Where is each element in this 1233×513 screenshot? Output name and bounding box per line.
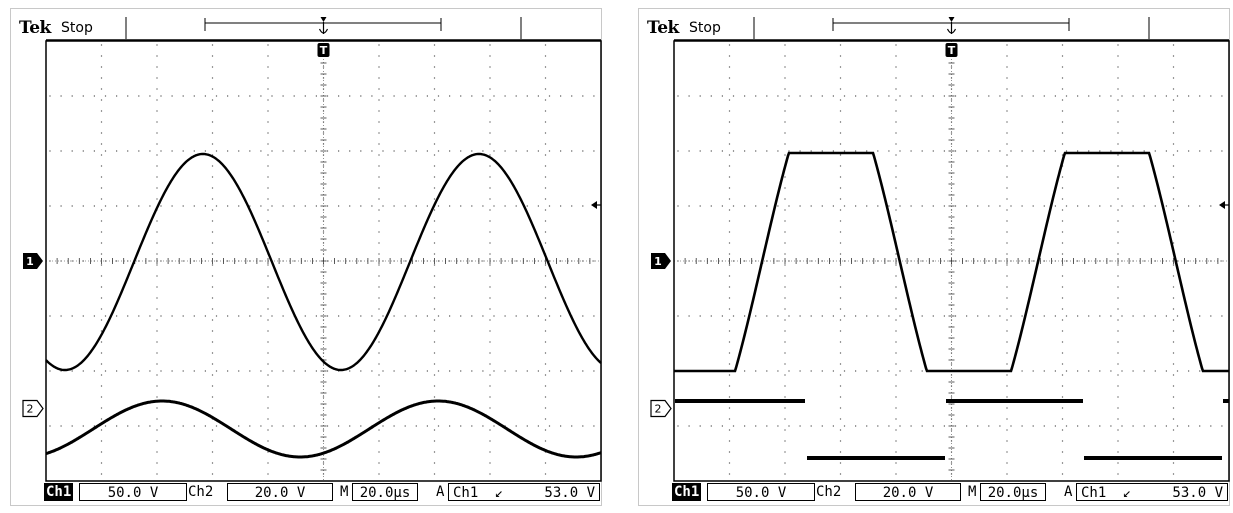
trigger-label: A xyxy=(1064,484,1073,500)
scope-screen-left: T 1 2 Tek Stop Ch1 50.0 V Ch2 20.0 V M 20.… xyxy=(10,8,602,506)
ch1-ground-marker: 1 xyxy=(23,253,43,269)
graticule-frame xyxy=(673,40,1230,482)
ch1-scale: 50.0 V xyxy=(79,483,187,501)
ch1-ground-marker: 1 xyxy=(651,253,671,269)
trigger-position-icon xyxy=(946,17,957,34)
trigger-marker-text: T xyxy=(320,44,328,57)
timebase-scale: 20.0µs xyxy=(352,483,418,501)
graticule-frame xyxy=(45,40,602,482)
timebase-label: M xyxy=(968,484,977,500)
graticule-grid xyxy=(673,40,1229,482)
trigger-level: 53.0 V xyxy=(544,485,595,501)
ch1-label: Ch1 xyxy=(672,483,702,501)
timebase-label: M xyxy=(340,484,349,500)
trigger-label: A xyxy=(436,484,445,500)
ch2-ground-marker: 2 xyxy=(22,399,44,418)
trigger-marker-icon: T xyxy=(945,43,958,57)
brand-label: Tek xyxy=(647,18,679,38)
trigger-source: Ch1 xyxy=(1081,485,1107,501)
graticule-grid xyxy=(45,40,601,482)
graticule: T 1 2 xyxy=(650,17,1230,482)
trigger-level-arrow-icon xyxy=(591,201,601,209)
ch2-waveform xyxy=(675,399,1229,460)
scope-screen-right: T 1 2 Tek Stop Ch1 50.0 V Ch2 20.0 V M 20.… xyxy=(638,8,1230,506)
trigger-readout: Ch1 ↙ 53.0 V xyxy=(1076,483,1228,501)
falling-edge-icon: ↙ xyxy=(494,485,504,501)
trigger-marker-icon: T xyxy=(317,43,330,57)
trigger-level: 53.0 V xyxy=(1172,485,1223,501)
ch2-scale: 20.0 V xyxy=(855,483,961,501)
acquisition-state: Stop xyxy=(689,20,721,36)
ch1-label: Ch1 xyxy=(44,483,74,501)
graticule: T 1 2 xyxy=(22,17,602,482)
ch1-scale: 50.0 V xyxy=(707,483,815,501)
ch1-marker-text: 1 xyxy=(654,255,662,268)
ch1-marker-text: 1 xyxy=(26,255,34,268)
trigger-level-arrow-icon xyxy=(1219,201,1229,209)
trigger-source: Ch1 xyxy=(453,485,479,501)
trigger-readout: Ch1 ↙ 53.0 V xyxy=(448,483,600,501)
status-bar: Ch1 50.0 V Ch2 20.0 V M 20.0µs A Ch1 ↙ 5… xyxy=(672,483,1228,501)
timebase-scale: 20.0µs xyxy=(980,483,1046,501)
ch2-marker-text: 2 xyxy=(655,403,662,416)
ch1-waveform xyxy=(45,152,602,372)
trigger-marker-text: T xyxy=(948,44,956,57)
brand-label: Tek xyxy=(19,18,51,38)
trigger-position-icon xyxy=(318,17,329,34)
ch2-label: Ch2 xyxy=(816,484,842,500)
ch2-marker-text: 2 xyxy=(27,403,34,416)
ch2-scale: 20.0 V xyxy=(227,483,333,501)
ch1-waveform xyxy=(674,151,1229,373)
status-bar: Ch1 50.0 V Ch2 20.0 V M 20.0µs A Ch1 ↙ 5… xyxy=(44,483,600,501)
acquisition-state: Stop xyxy=(61,20,93,36)
ch2-label: Ch2 xyxy=(188,484,214,500)
ch2-ground-marker: 2 xyxy=(650,399,672,418)
falling-edge-icon: ↙ xyxy=(1122,485,1132,501)
ch2-waveform xyxy=(45,399,602,459)
